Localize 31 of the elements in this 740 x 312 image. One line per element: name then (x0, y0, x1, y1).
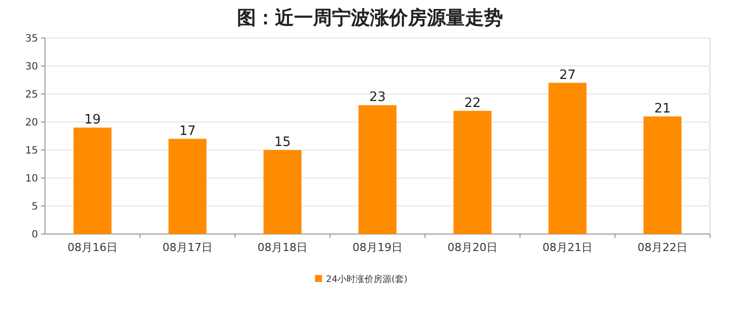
y-tick-label: 30 (25, 62, 38, 72)
bar (74, 128, 112, 234)
data-label: 23 (369, 90, 386, 106)
x-tick-label: 08月20日 (448, 241, 498, 254)
x-tick-label: 08月21日 (542, 241, 592, 254)
legend-label: 24小时涨价房源(套) (326, 274, 408, 285)
x-tick-label: 08月22日 (638, 241, 688, 254)
bar (264, 150, 302, 234)
y-tick-label: 25 (25, 90, 38, 100)
x-tick-label: 08月18日 (258, 241, 308, 254)
data-label: 17 (179, 124, 196, 139)
bar (358, 105, 396, 234)
bar (548, 82, 586, 234)
y-tick-label: 20 (25, 118, 38, 128)
data-label: 21 (654, 101, 671, 116)
bar (644, 116, 682, 234)
chart-title: 图：近一周宁波涨价房源量走势 (237, 7, 503, 29)
data-label: 19 (84, 112, 101, 128)
y-tick-label: 35 (25, 34, 38, 44)
x-tick-label: 08月19日 (352, 241, 402, 254)
data-label: 15 (274, 135, 291, 150)
x-tick-label: 08月17日 (162, 241, 212, 254)
data-label: 22 (464, 96, 481, 111)
y-tick-label: 5 (32, 202, 38, 212)
y-tick-label: 15 (25, 146, 38, 156)
y-tick-label: 10 (25, 174, 38, 184)
bar (454, 110, 492, 234)
x-tick-label: 08月16日 (68, 241, 118, 254)
data-label: 27 (559, 68, 576, 83)
bar (168, 138, 206, 234)
y-tick-label: 0 (32, 230, 38, 240)
